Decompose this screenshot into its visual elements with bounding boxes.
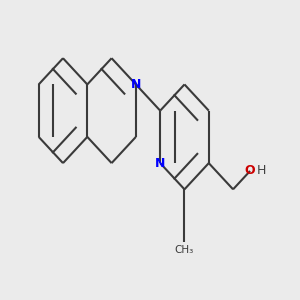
- Text: CH₃: CH₃: [175, 245, 194, 255]
- Text: O: O: [245, 164, 255, 178]
- Text: H: H: [256, 164, 266, 178]
- Text: N: N: [131, 78, 141, 91]
- Text: N: N: [155, 157, 165, 169]
